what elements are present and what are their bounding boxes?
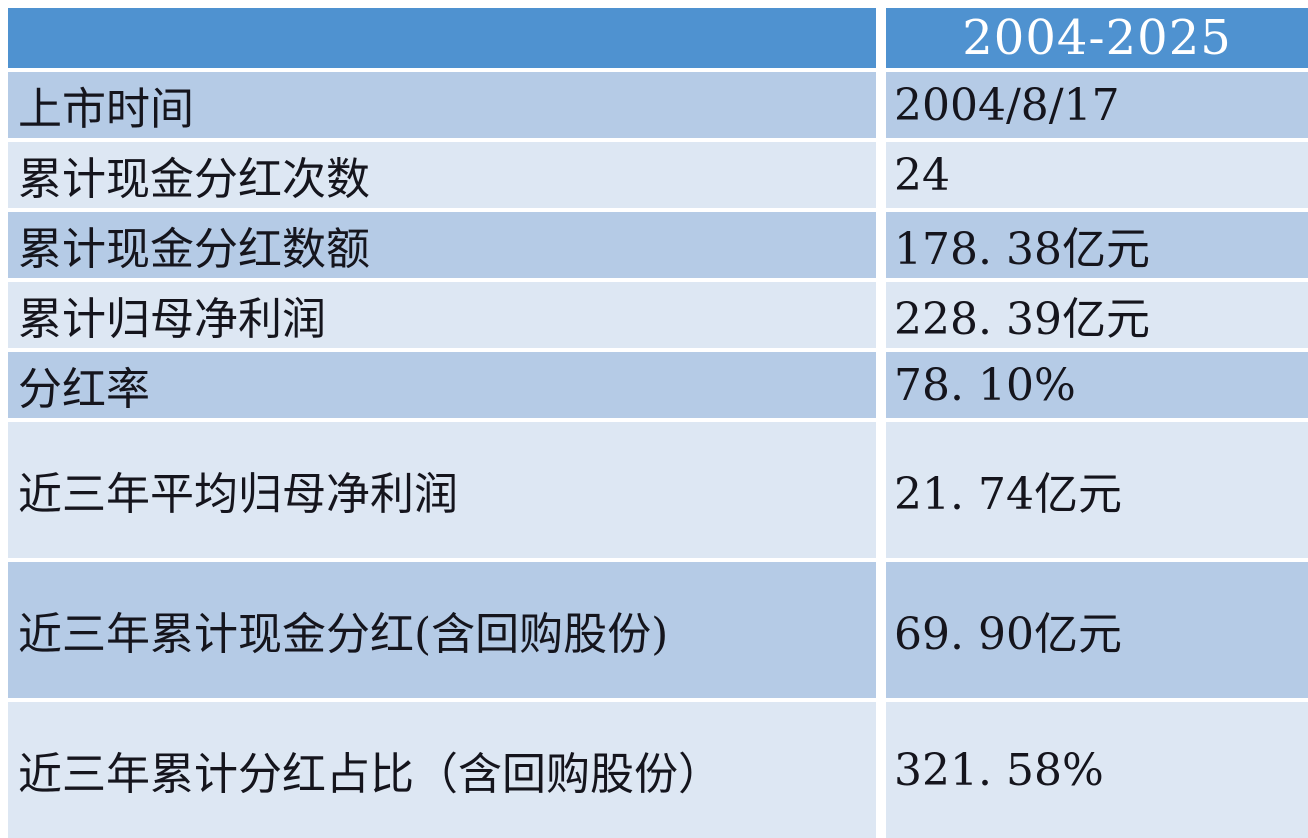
row-value: 178. 38亿元 <box>886 212 1308 278</box>
table-row: 近三年累计现金分红(含回购股份) 69. 90亿元 <box>8 562 1308 698</box>
table-row: 累计现金分红数额 178. 38亿元 <box>8 212 1308 278</box>
table-row: 上市时间 2004/8/17 <box>8 72 1308 138</box>
row-label: 上市时间 <box>8 72 876 138</box>
header-empty-cell <box>8 8 876 68</box>
row-label: 分红率 <box>8 352 876 418</box>
row-value: 2004/8/17 <box>886 72 1308 138</box>
table-row: 近三年累计分红占比（含回购股份） 321. 58% <box>8 702 1308 838</box>
table-row: 近三年平均归母净利润 21. 74亿元 <box>8 422 1308 558</box>
table-row: 累计归母净利润 228. 39亿元 <box>8 282 1308 348</box>
row-value: 69. 90亿元 <box>886 562 1308 698</box>
row-value: 321. 58% <box>886 702 1308 838</box>
dividend-stats-table: 2004-2025 上市时间 2004/8/17 累计现金分红次数 24 累计现… <box>8 8 1308 838</box>
header-period-label: 2004-2025 <box>886 8 1308 68</box>
row-value: 24 <box>886 142 1308 208</box>
row-label: 近三年平均归母净利润 <box>8 422 876 558</box>
row-value: 21. 74亿元 <box>886 422 1308 558</box>
row-label: 近三年累计现金分红(含回购股份) <box>8 562 876 698</box>
table-row: 分红率 78. 10% <box>8 352 1308 418</box>
row-value: 78. 10% <box>886 352 1308 418</box>
table-header-row: 2004-2025 <box>8 8 1308 68</box>
row-label: 累计归母净利润 <box>8 282 876 348</box>
row-label: 累计现金分红次数 <box>8 142 876 208</box>
table-row: 累计现金分红次数 24 <box>8 142 1308 208</box>
row-label: 近三年累计分红占比（含回购股份） <box>8 702 876 838</box>
row-label: 累计现金分红数额 <box>8 212 876 278</box>
row-value: 228. 39亿元 <box>886 282 1308 348</box>
